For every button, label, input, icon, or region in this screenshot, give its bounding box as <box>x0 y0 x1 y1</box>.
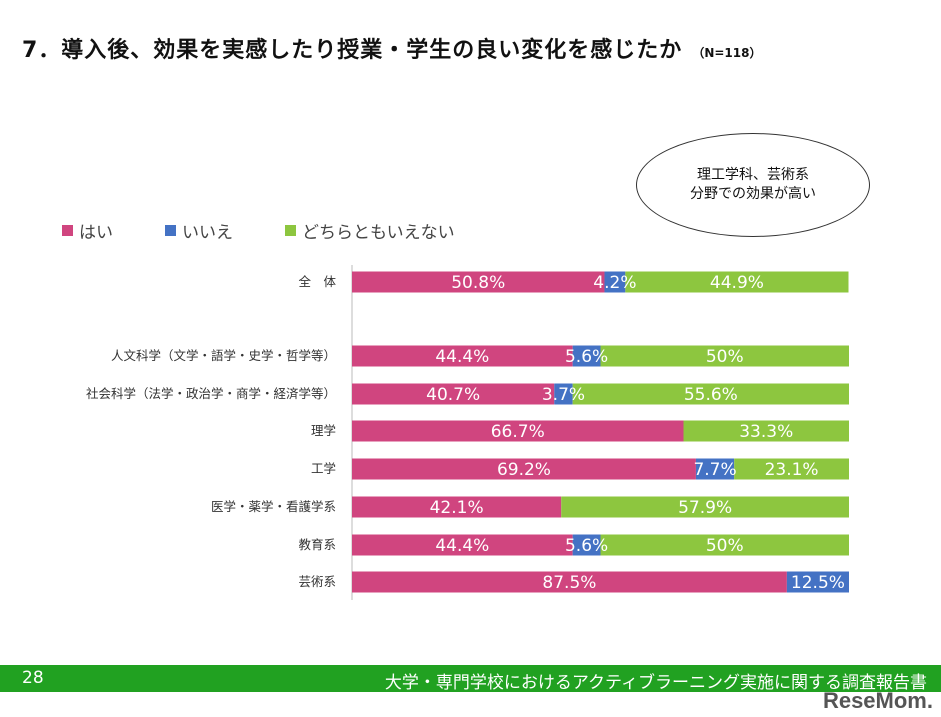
legend-label: はい <box>79 223 113 243</box>
category-label: 社会科学（法学・政治学・商学・経済学等） <box>86 386 336 401</box>
legend-swatch <box>165 225 176 236</box>
data-label: 87.5% <box>542 573 596 593</box>
category-label: 芸術系 <box>298 574 336 589</box>
data-label: 7.7% <box>693 460 736 480</box>
bar-segment <box>352 534 573 556</box>
bar-segment <box>683 420 849 442</box>
data-label: 5.6% <box>565 347 608 367</box>
bar-segment <box>604 271 626 293</box>
data-label: 69.2% <box>497 460 551 480</box>
callout-line: 分野での効果が高い <box>690 186 816 202</box>
category-label: 教育系 <box>298 537 336 552</box>
sample-size: （N=118） <box>692 46 762 60</box>
legend-item-neither: どちらともいえない <box>285 218 455 243</box>
legend-item-no: いいえ <box>165 218 233 243</box>
bar-segment <box>352 458 696 480</box>
bar-segment <box>352 345 573 367</box>
bar-segment <box>352 420 684 442</box>
legend-swatch <box>285 225 296 236</box>
page-title: 7．導入後、効果を実感したり授業・学生の良い変化を感じたか （N=118） <box>22 32 761 64</box>
bar-segment <box>572 383 849 405</box>
legend-item-yes: はい <box>62 218 113 243</box>
category-label: 全 体 <box>298 274 336 289</box>
data-label: 44.4% <box>435 536 489 556</box>
category-label: 理学 <box>311 423 336 438</box>
data-label: 33.3% <box>739 422 793 442</box>
data-label: 44.4% <box>435 347 489 367</box>
data-label: 50% <box>706 347 744 367</box>
bar-segment <box>734 458 849 480</box>
data-label: 23.1% <box>765 460 819 480</box>
legend-label: いいえ <box>182 223 233 243</box>
footer-bar: 28 大学・専門学校におけるアクティブラーニング実施に関する調査報告書 <box>0 665 941 693</box>
bar-segment <box>352 271 605 293</box>
data-label: 4.2% <box>593 273 636 293</box>
data-label: 44.9% <box>710 273 764 293</box>
data-label: 42.1% <box>430 498 484 518</box>
data-label: 3.7% <box>542 385 585 405</box>
data-label: 5.6% <box>565 536 608 556</box>
category-label: 人文科学（文学・語学・史学・哲学等） <box>111 348 336 363</box>
callout-line: 理工学科、芸術系 <box>697 167 809 183</box>
bar-segment <box>572 345 601 367</box>
data-label: 50.8% <box>451 273 505 293</box>
bar-segment <box>695 458 735 480</box>
footer-title: 大学・専門学校におけるアクティブラーニング実施に関する調査報告書 <box>384 673 927 693</box>
bar-segment <box>352 496 562 518</box>
resemom-logo: ReseMom. <box>822 688 933 713</box>
bar-segment <box>561 496 849 518</box>
bar-segment <box>572 534 601 556</box>
bar-segment <box>554 383 573 405</box>
data-label: 50% <box>706 536 744 556</box>
page-number: 28 <box>22 668 44 688</box>
data-label: 12.5% <box>791 573 845 593</box>
callout-bubble: 理工学科、芸術系 分野での効果が高い <box>636 133 870 237</box>
bar-segment <box>352 383 555 405</box>
title-text: 7．導入後、効果を実感したり授業・学生の良い変化を感じたか <box>22 38 683 63</box>
category-label: 工学 <box>311 461 336 476</box>
bar-segment <box>352 571 787 593</box>
data-label: 57.9% <box>678 498 732 518</box>
bar-segment <box>625 271 849 293</box>
legend: はい いいえ どちらともいえない <box>62 218 507 243</box>
bar-segment <box>600 534 849 556</box>
bar-segment <box>786 571 849 593</box>
data-label: 66.7% <box>491 422 545 442</box>
data-label: 40.7% <box>426 385 480 405</box>
legend-swatch <box>62 225 73 236</box>
legend-label: どちらともいえない <box>302 223 455 243</box>
bar-segment <box>600 345 849 367</box>
data-label: 55.6% <box>684 385 738 405</box>
category-label: 医学・薬学・看護学系 <box>211 499 336 514</box>
